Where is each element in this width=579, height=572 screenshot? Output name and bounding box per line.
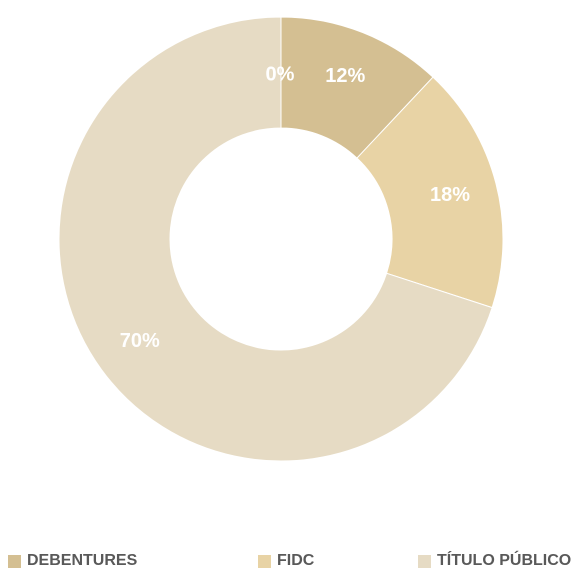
slice-fidc[interactable] bbox=[356, 76, 504, 309]
slice-label-t-tulo-p-blico: 70% bbox=[120, 330, 160, 352]
legend-label-titulo-publico: TÍTULO PÚBLICO bbox=[437, 552, 572, 569]
chart-legend: DEBENTURES FIDC TÍTULO PÚBLICO bbox=[0, 550, 579, 572]
legend-label-fidc: FIDC bbox=[277, 552, 315, 569]
donut-slices bbox=[58, 16, 504, 462]
legend-label-debentures: DEBENTURES bbox=[27, 552, 138, 569]
legend-item-fidc[interactable]: FIDC bbox=[258, 550, 314, 572]
legend-item-titulo-publico[interactable]: TÍTULO PÚBLICO bbox=[418, 550, 571, 572]
donut-chart: 0% 12% 18% 70% bbox=[58, 16, 504, 462]
slice-labels: 0% 12% 18% 70% bbox=[120, 63, 470, 352]
slice-label-zero: 0% bbox=[266, 63, 295, 85]
slice-t-tulo-p-blico[interactable] bbox=[58, 16, 493, 462]
slice-label-debentures: 12% bbox=[325, 65, 365, 87]
slice-label-fidc: 18% bbox=[430, 184, 470, 206]
legend-swatch-titulo-publico bbox=[418, 554, 431, 568]
legend-item-debentures[interactable]: DEBENTURES bbox=[8, 550, 137, 572]
legend-swatch-fidc bbox=[258, 554, 271, 568]
legend-swatch-debentures bbox=[8, 554, 21, 568]
